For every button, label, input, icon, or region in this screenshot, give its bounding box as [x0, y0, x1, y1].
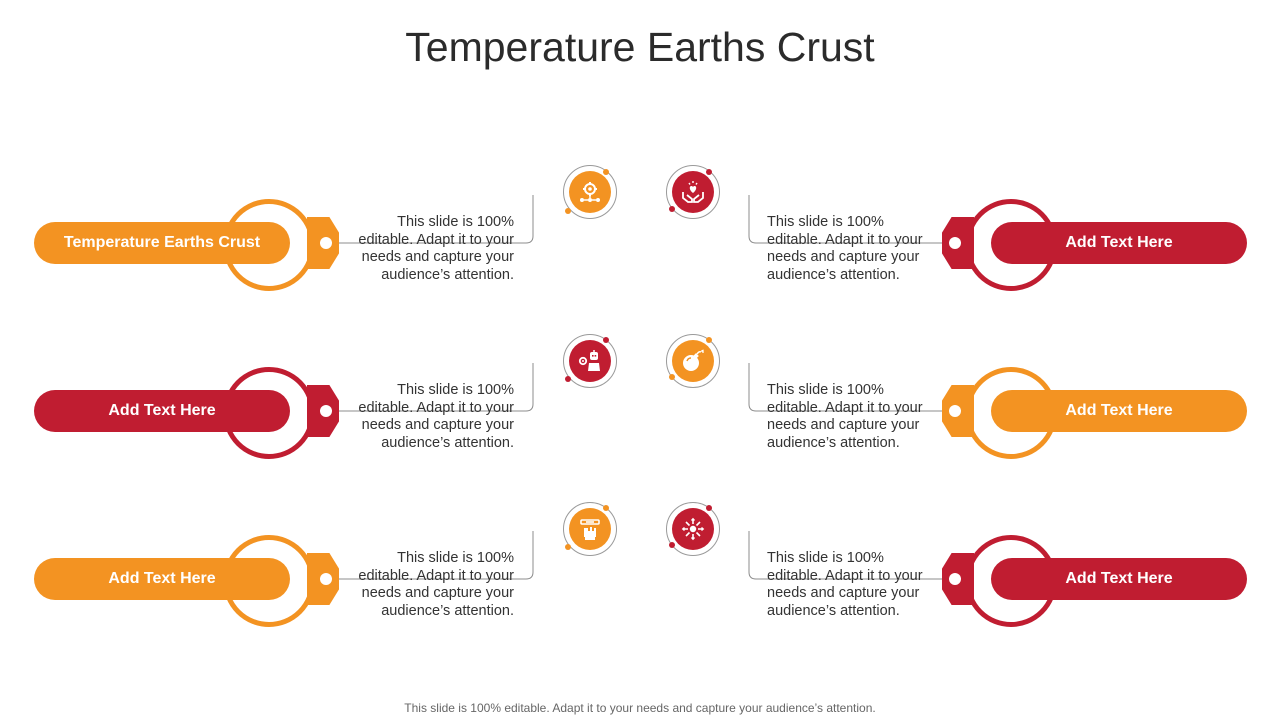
accent-dot — [603, 169, 609, 175]
item-label-pill[interactable]: Add Text Here — [991, 390, 1247, 432]
accent-dot — [669, 374, 675, 380]
icon-badge — [666, 334, 720, 388]
accent-dot — [706, 505, 712, 511]
gear-network-icon — [580, 182, 600, 202]
item-description: This slide is 100% editable. Adapt it to… — [767, 214, 923, 283]
engineer-robot-icon — [578, 350, 600, 371]
item-description: This slide is 100% editable. Adapt it to… — [767, 550, 923, 619]
item-description: This slide is 100% editable. Adapt it to… — [358, 550, 514, 619]
accent-dot — [669, 206, 675, 212]
connector-tab — [942, 217, 974, 269]
page-title: Temperature Earths Crust — [405, 24, 875, 70]
hand-holding-bar-icon — [580, 519, 600, 540]
accent-dot — [565, 376, 571, 382]
distribution-arrows-icon — [681, 517, 705, 541]
item-description: This slide is 100% editable. Adapt it to… — [358, 382, 514, 451]
diagram-row-1: Temperature Earths Crust This slide is 1… — [0, 195, 1280, 295]
connector-lines — [336, 531, 944, 580]
bomb-icon — [683, 349, 704, 371]
item-description: This slide is 100% editable. Adapt it to… — [358, 214, 514, 283]
connector-tab — [307, 553, 339, 605]
connector-tab — [307, 217, 339, 269]
item-description: This slide is 100% editable. Adapt it to… — [767, 382, 923, 451]
diagram-row-3: Add Text Here This slide is 100% editabl… — [0, 531, 1280, 631]
item-label-pill[interactable]: Add Text Here — [34, 558, 290, 600]
heart-in-hands-icon — [682, 181, 704, 203]
accent-dot — [565, 544, 571, 550]
accent-dot — [706, 337, 712, 343]
item-label-pill[interactable]: Add Text Here — [34, 390, 290, 432]
item-label-pill[interactable]: Temperature Earths Crust — [34, 222, 290, 264]
item-label-pill[interactable]: Add Text Here — [991, 222, 1247, 264]
accent-dot — [669, 542, 675, 548]
accent-dot — [603, 337, 609, 343]
connector-tab — [307, 385, 339, 437]
item-label-pill[interactable]: Add Text Here — [991, 558, 1247, 600]
icon-badge — [563, 334, 617, 388]
icon-badge — [563, 165, 617, 219]
accent-dot — [706, 169, 712, 175]
diagram-row-2: Add Text Here This slide is 100% editabl… — [0, 363, 1280, 463]
icon-badge — [563, 502, 617, 556]
footer-note: This slide is 100% editable. Adapt it to… — [404, 701, 876, 715]
accent-dot — [603, 505, 609, 511]
accent-dot — [565, 208, 571, 214]
icon-badge — [666, 502, 720, 556]
connector-tab — [942, 385, 974, 437]
connector-tab — [942, 553, 974, 605]
connector-lines — [336, 363, 944, 412]
connector-lines — [336, 195, 944, 244]
